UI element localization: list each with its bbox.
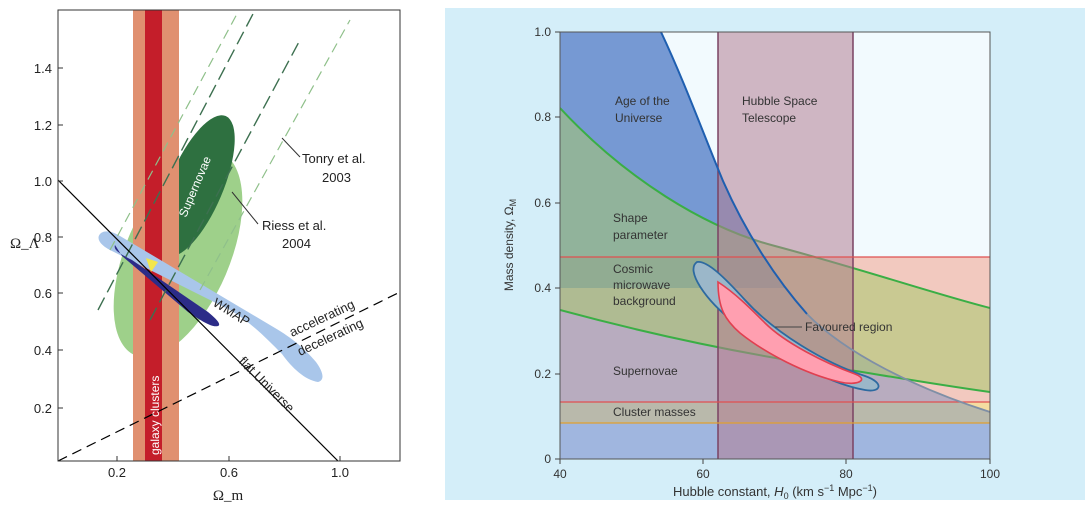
riess-dashed-line-left: [97, 11, 255, 311]
age-of-universe-label: Age of the: [615, 94, 670, 108]
riess-annotation: Riess et al.: [262, 218, 326, 233]
tonry-dashed-line-left: [109, 11, 239, 251]
right-y-ticks: [555, 31, 560, 460]
age-boundary-line: [660, 32, 808, 315]
intersection-marker: [146, 258, 158, 272]
right-x-axis-label: Hubble constant, H0 (km s−1 Mpc−1): [673, 483, 877, 500]
cmb-label: Cosmic: [613, 262, 653, 276]
riess-leader: [231, 191, 259, 225]
right-x-tick-label: 80: [839, 467, 853, 481]
left-y-tick-label: 0.2: [34, 401, 52, 416]
left-y-tick-label: 1.2: [34, 118, 52, 133]
hst-label-2: Telescope: [742, 111, 796, 125]
wmap-inner-contour: [114, 245, 220, 327]
left-y-tick-label: 0.4: [34, 343, 52, 358]
hst-label: Hubble Space: [742, 94, 818, 108]
right-y-tick-label: 0.6: [534, 196, 551, 210]
right-y-axis-label: Mass density, ΩM: [502, 199, 518, 291]
riess-dashed-line-right: [149, 39, 301, 321]
right-y-tick-label: 1.0: [534, 25, 551, 39]
right-y-tick-label: 0: [544, 452, 551, 466]
right-x-ticks: [559, 459, 991, 464]
cmb-label-2: microwave: [613, 278, 671, 292]
favoured-region: [717, 280, 863, 385]
right-x-tick-label: 100: [980, 467, 1000, 481]
cmb-label-3: background: [613, 294, 676, 308]
supernovae-label-right: Supernovae: [613, 364, 678, 378]
left-y-ticks: [58, 67, 63, 409]
right-y-tick-label: 0.2: [534, 367, 551, 381]
left-y-tick-label: 1.0: [34, 174, 52, 189]
left-x-tick-label: 0.6: [220, 465, 238, 480]
flat-universe-line: [58, 179, 339, 461]
left-x-axis-label: Ω_m: [213, 488, 244, 504]
left-y-axis-label: Ω_Λ: [10, 236, 40, 252]
age-boundary-line-faded: [806, 313, 990, 413]
cluster-masses-label: Cluster masses: [613, 405, 696, 419]
shape-parameter-label-2: parameter: [613, 228, 668, 242]
right-y-tick-label: 0.4: [534, 281, 551, 295]
right-plot-frame: [559, 31, 991, 460]
riess-annotation-year: 2004: [282, 236, 311, 251]
left-x-ticks: [116, 456, 341, 461]
omega-lambda-vs-omega-m-chart: 0.2 0.4 0.6 0.8 1.0 1.2 1.4 0.2 0.6 1.0 …: [10, 9, 401, 504]
flat-universe-label: flat Universe: [236, 354, 298, 416]
mass-density-vs-hubble-constant-chart: 40 60 80 100 0 0.2 0.4 0.6 0.8 1.0 Hubbl…: [445, 8, 1085, 500]
shape-parameter-label: Shape: [613, 211, 648, 225]
left-x-tick-label: 0.2: [108, 465, 126, 480]
right-x-tick-label: 40: [553, 467, 567, 481]
tonry-annotation-year: 2003: [322, 170, 351, 185]
galaxy-clusters-label: galaxy clusters: [148, 376, 162, 455]
right-y-tick-label: 0.8: [534, 110, 551, 124]
favoured-region-label: Favoured region: [805, 320, 892, 334]
left-y-tick-label: 0.6: [34, 286, 52, 301]
tonry-leader: [281, 137, 301, 158]
left-y-tick-label: 0.8: [34, 230, 52, 245]
tonry-dashed-line-right: [199, 19, 351, 291]
right-x-tick-label: 60: [696, 467, 710, 481]
wmap-outer-contour: [98, 231, 323, 382]
age-of-universe-label-2: Universe: [615, 111, 663, 125]
galaxy-clusters-inner-band: [145, 10, 162, 461]
left-x-tick-label: 1.0: [331, 465, 349, 480]
left-y-tick-label: 1.4: [34, 61, 52, 76]
hubble-space-telescope-band: [718, 32, 853, 459]
tonry-annotation: Tonry et al.: [302, 151, 366, 166]
